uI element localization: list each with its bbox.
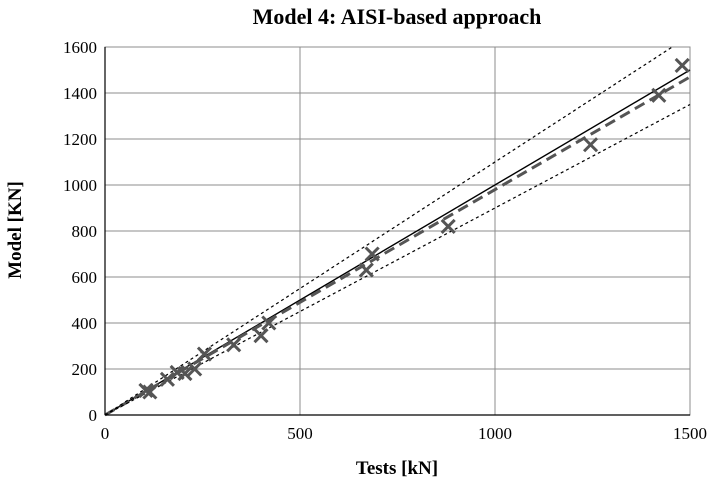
tick-labels: 0 200 400 600 800 1000 1200 1400 1600 0 500 1000 150… [63, 38, 707, 443]
bound-line [104, 46, 673, 416]
bound-line [104, 103, 691, 416]
x-tick-label: 0 [101, 424, 110, 443]
data-point [159, 371, 175, 387]
grid [104, 46, 691, 416]
reference-line [104, 69, 691, 416]
y-tick-label: 1600 [63, 38, 97, 57]
fit-line [104, 75, 691, 417]
y-tick-label: 600 [72, 268, 98, 287]
x-tick-label: 500 [287, 424, 313, 443]
data-point [358, 262, 374, 278]
y-tick-label: 800 [72, 222, 98, 241]
data-point [226, 337, 242, 353]
data-point [177, 366, 193, 382]
data-point [187, 361, 203, 377]
data-point [142, 384, 158, 400]
y-tick-label: 1400 [63, 84, 97, 103]
y-tick-label: 400 [72, 314, 98, 333]
data-point [196, 346, 213, 362]
y-axis-label: Model [KN] [5, 181, 26, 279]
data-point [261, 315, 277, 331]
x-tick-label: 1000 [478, 424, 512, 443]
data-points [138, 57, 690, 400]
y-tick-label: 0 [89, 406, 98, 425]
axes [104, 47, 690, 416]
y-tick-label: 1000 [63, 176, 97, 195]
data-point [364, 246, 380, 262]
data-point [674, 57, 690, 73]
data-point [651, 87, 667, 103]
chart-title: Model 4: AISI-based approach [253, 4, 542, 29]
y-tick-label: 1200 [63, 130, 97, 149]
data-point [253, 328, 269, 344]
data-point [138, 382, 154, 398]
x-tick-label: 1500 [673, 424, 707, 443]
data-point [440, 218, 456, 234]
x-axis-label: Tests [kN] [356, 458, 438, 479]
data-point [582, 137, 599, 153]
y-tick-label: 200 [72, 360, 98, 379]
